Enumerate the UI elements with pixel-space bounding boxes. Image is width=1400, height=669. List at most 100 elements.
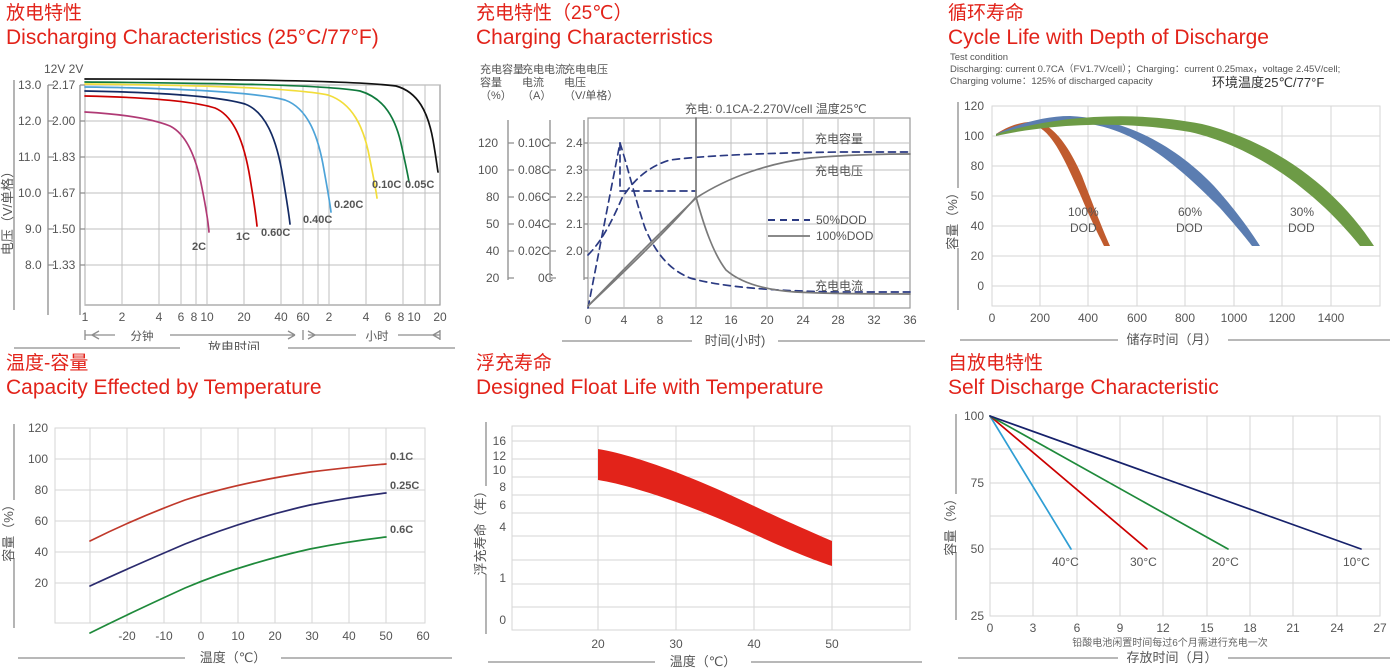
svg-text:10: 10 bbox=[407, 310, 421, 324]
charging-chart: 充电容量 容量 （%） 充电电流 电流 （A） 充电电压 电压 （V/单格） 充… bbox=[478, 62, 925, 348]
svg-text:充电电流: 充电电流 bbox=[815, 278, 863, 293]
panel-float-life-title-en: Designed Float Life with Temperature bbox=[476, 376, 824, 399]
discharging-curves bbox=[84, 78, 439, 233]
svg-text:0.10C: 0.10C bbox=[372, 179, 401, 191]
self-discharge-chart: 100 75 50 25 容量（%） 40°C 30°C 20°C 10°C bbox=[943, 409, 1390, 666]
svg-text:20: 20 bbox=[760, 313, 774, 327]
svg-text:6: 6 bbox=[385, 310, 392, 324]
svg-text:100%: 100% bbox=[1068, 205, 1099, 219]
panel-charging-title-en: Charging Characterristics bbox=[476, 26, 713, 49]
svg-text:4: 4 bbox=[363, 310, 370, 324]
svg-text:充电电压: 充电电压 bbox=[564, 62, 608, 76]
charging-gridlines bbox=[587, 117, 911, 309]
svg-text:0.08C: 0.08C bbox=[518, 163, 550, 177]
floatlife-ylabel: 浮充寿命（年） bbox=[473, 484, 488, 575]
panel-capacity-temperature-title-en: Capacity Effected by Temperature bbox=[6, 376, 322, 399]
charging-annotations: 充电容量 充电电压 充电电流 bbox=[815, 131, 863, 293]
selfdis-gridlines bbox=[989, 415, 1381, 617]
cycle-life-condition-line1: Test condition bbox=[950, 52, 1009, 63]
band-30-dod bbox=[996, 116, 1374, 246]
charging-axis-stubs bbox=[507, 120, 588, 280]
svg-text:120: 120 bbox=[28, 421, 48, 435]
panel-cycle-life: 循环寿命 Cycle Life with Depth of Discharge … bbox=[940, 0, 1400, 350]
svg-text:1.67: 1.67 bbox=[52, 186, 76, 200]
svg-text:小时: 小时 bbox=[366, 330, 389, 343]
svg-text:120: 120 bbox=[964, 99, 984, 113]
selfdis-series-labels: 40°C 30°C 20°C 10°C bbox=[1052, 555, 1370, 569]
svg-text:60%: 60% bbox=[1178, 205, 1202, 219]
svg-text:12: 12 bbox=[689, 313, 703, 327]
svg-text:4: 4 bbox=[499, 520, 506, 534]
svg-text:40: 40 bbox=[486, 244, 500, 258]
cycle-life-condition-line3: Charging volume：125% of discharged capac… bbox=[950, 76, 1153, 87]
svg-text:2.00: 2.00 bbox=[52, 114, 76, 128]
svg-text:32: 32 bbox=[867, 313, 881, 327]
svg-text:-10: -10 bbox=[155, 629, 173, 643]
svg-text:0.20C: 0.20C bbox=[334, 199, 363, 211]
charging-curves-50dod bbox=[587, 142, 911, 309]
svg-text:充电容量: 充电容量 bbox=[480, 62, 524, 76]
svg-text:（V/单格）: （V/单格） bbox=[564, 88, 618, 102]
svg-text:15: 15 bbox=[1200, 621, 1214, 635]
svg-text:4: 4 bbox=[156, 310, 163, 324]
cycle-life-ylabel: 容量（%） bbox=[945, 186, 960, 250]
svg-text:100: 100 bbox=[964, 409, 984, 423]
panel-self-discharge-title-cn: 自放电特性 bbox=[948, 353, 1044, 374]
svg-text:2C: 2C bbox=[192, 241, 206, 253]
svg-text:DOD: DOD bbox=[1176, 221, 1203, 235]
svg-text:2: 2 bbox=[119, 310, 126, 324]
svg-text:0.1C: 0.1C bbox=[390, 451, 413, 463]
svg-text:100: 100 bbox=[478, 163, 498, 177]
captemp-ylabel: 容量（%） bbox=[1, 498, 16, 562]
svg-text:20: 20 bbox=[433, 310, 447, 324]
svg-text:充电电压: 充电电压 bbox=[815, 163, 863, 178]
charging-ytick-capacity: 120 100 80 50 40 20 bbox=[478, 136, 500, 285]
svg-text:DOD: DOD bbox=[1288, 221, 1315, 235]
svg-text:充电电流: 充电电流 bbox=[522, 62, 566, 76]
svg-text:24: 24 bbox=[796, 313, 810, 327]
svg-text:8: 8 bbox=[657, 313, 664, 327]
selfdis-xticks: 0 3 6 9 12 15 18 21 24 27 bbox=[987, 621, 1387, 635]
curve-100dod-capacity bbox=[587, 153, 911, 307]
svg-text:400: 400 bbox=[1078, 311, 1098, 325]
cycle-life-xticks: 0 200 400 600 800 1000 1200 1400 bbox=[989, 311, 1345, 325]
cycle-life-xlabel: 储存时间（月） bbox=[1126, 332, 1217, 347]
svg-text:100: 100 bbox=[28, 452, 48, 466]
svg-text:0: 0 bbox=[198, 629, 205, 643]
charging-ytick-current: 0.10C 0.08C 0.06C 0.04C 0.02C 0C bbox=[518, 136, 554, 285]
svg-text:0.05C: 0.05C bbox=[405, 179, 434, 191]
svg-text:3: 3 bbox=[1030, 621, 1037, 635]
svg-text:60: 60 bbox=[416, 629, 430, 643]
svg-text:75: 75 bbox=[971, 476, 985, 490]
curve-100dod-voltage bbox=[587, 117, 697, 307]
curve-0.10C bbox=[84, 81, 410, 183]
discharging-chart: 12V 2V bbox=[0, 62, 455, 350]
svg-text:30: 30 bbox=[669, 637, 683, 651]
selfdis-xlabel: 存放时间（月） bbox=[1126, 650, 1217, 665]
svg-text:10: 10 bbox=[231, 629, 245, 643]
discharging-ytick-2v: 2.17 2.00 1.83 1.67 1.50 1.33 bbox=[52, 78, 76, 272]
svg-text:10°C: 10°C bbox=[1343, 555, 1370, 569]
svg-text:50: 50 bbox=[486, 217, 500, 231]
svg-text:20: 20 bbox=[971, 249, 985, 263]
svg-text:12.0: 12.0 bbox=[18, 114, 42, 128]
cycle-life-gridlines bbox=[991, 105, 1381, 307]
captemp-yticks: 120 100 80 60 40 20 bbox=[28, 421, 48, 590]
curve-50dod-capacity bbox=[587, 151, 911, 256]
panel-charging-title-cn: 充电特性（25℃） bbox=[476, 3, 633, 24]
svg-text:0: 0 bbox=[977, 279, 984, 293]
svg-text:2.3: 2.3 bbox=[566, 163, 583, 177]
curve-10C bbox=[989, 415, 1362, 550]
svg-text:1200: 1200 bbox=[1269, 311, 1296, 325]
svg-text:电压: 电压 bbox=[564, 76, 586, 89]
curve-0.60C bbox=[84, 90, 291, 225]
svg-text:（%）: （%） bbox=[480, 89, 512, 102]
svg-text:DOD: DOD bbox=[1070, 221, 1097, 235]
svg-text:28: 28 bbox=[831, 313, 845, 327]
svg-text:0.06C: 0.06C bbox=[518, 190, 550, 204]
selfdis-footnote: 铅酸电池闲置时间每过6个月需进行充电一次 bbox=[1072, 636, 1268, 649]
svg-text:6: 6 bbox=[499, 498, 506, 512]
svg-text:10.0: 10.0 bbox=[18, 186, 42, 200]
curve-2C bbox=[84, 111, 210, 233]
svg-text:12: 12 bbox=[1156, 621, 1170, 635]
